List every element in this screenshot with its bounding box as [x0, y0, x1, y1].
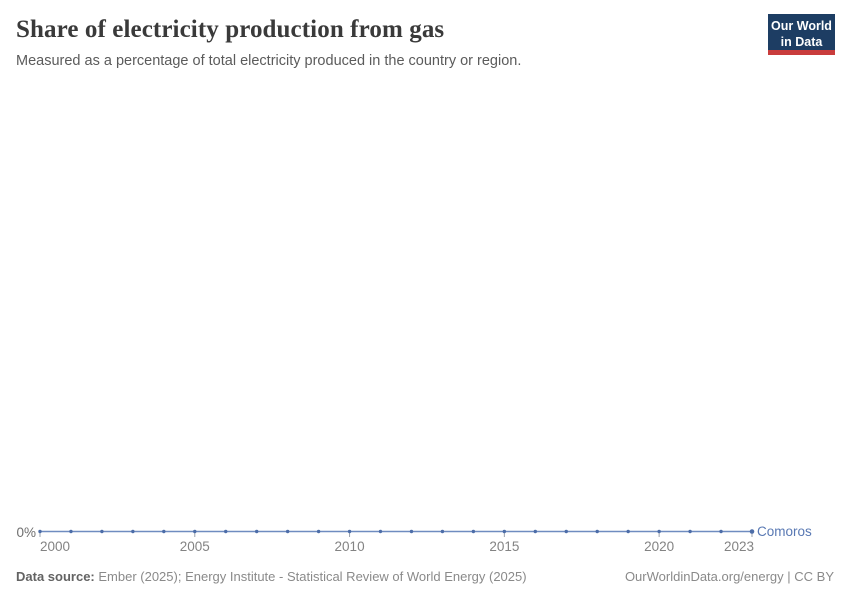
chart-title: Share of electricity production from gas — [16, 16, 445, 43]
data-source-text: Ember (2025); Energy Institute - Statist… — [94, 569, 527, 584]
data-point — [719, 529, 723, 534]
data-point — [162, 529, 166, 534]
x-tick-label: 2020 — [644, 539, 675, 554]
data-point — [440, 529, 445, 534]
data-point — [224, 529, 228, 534]
x-tick-label: 2015 — [489, 539, 520, 554]
data-point — [533, 529, 538, 534]
data-point — [347, 529, 352, 534]
data-point — [100, 529, 104, 534]
license-note: OurWorldinData.org/energy | CC BY — [624, 569, 834, 584]
y-axis-zero-label: 0% — [16, 525, 36, 540]
data-point — [688, 529, 692, 534]
data-point — [38, 529, 42, 534]
data-point — [254, 529, 259, 534]
x-tick-label: 2010 — [334, 539, 365, 554]
data-point — [471, 529, 476, 534]
series-entity-label: Comoros — [757, 524, 812, 539]
data-source-label: Data source: — [16, 569, 95, 584]
data-point — [285, 529, 290, 534]
x-tick-label: 2000 — [40, 539, 71, 554]
chart-subtitle: Measured as a percentage of total electr… — [16, 53, 522, 69]
data-point — [626, 529, 630, 534]
owid-logo-line1: Our World — [771, 19, 832, 33]
data-point — [564, 529, 568, 534]
data-point — [657, 529, 661, 534]
data-point — [193, 529, 197, 534]
data-point — [316, 529, 321, 534]
data-point — [749, 529, 755, 534]
x-tick-label: 2023 — [723, 539, 754, 554]
data-point — [409, 529, 414, 534]
chart-footer: Data source: Ember (2025); Energy Instit… — [16, 569, 834, 584]
owid-logo-line2: in Data — [780, 35, 823, 50]
owid-logo: Our World in Data — [768, 14, 835, 55]
data-point — [502, 529, 507, 534]
data-source-note: Data source: Ember (2025); Energy Instit… — [16, 569, 527, 584]
data-point — [69, 529, 73, 534]
data-point — [378, 529, 383, 534]
x-tick-label: 2005 — [179, 539, 210, 554]
data-point — [595, 529, 599, 534]
data-point — [131, 529, 135, 534]
